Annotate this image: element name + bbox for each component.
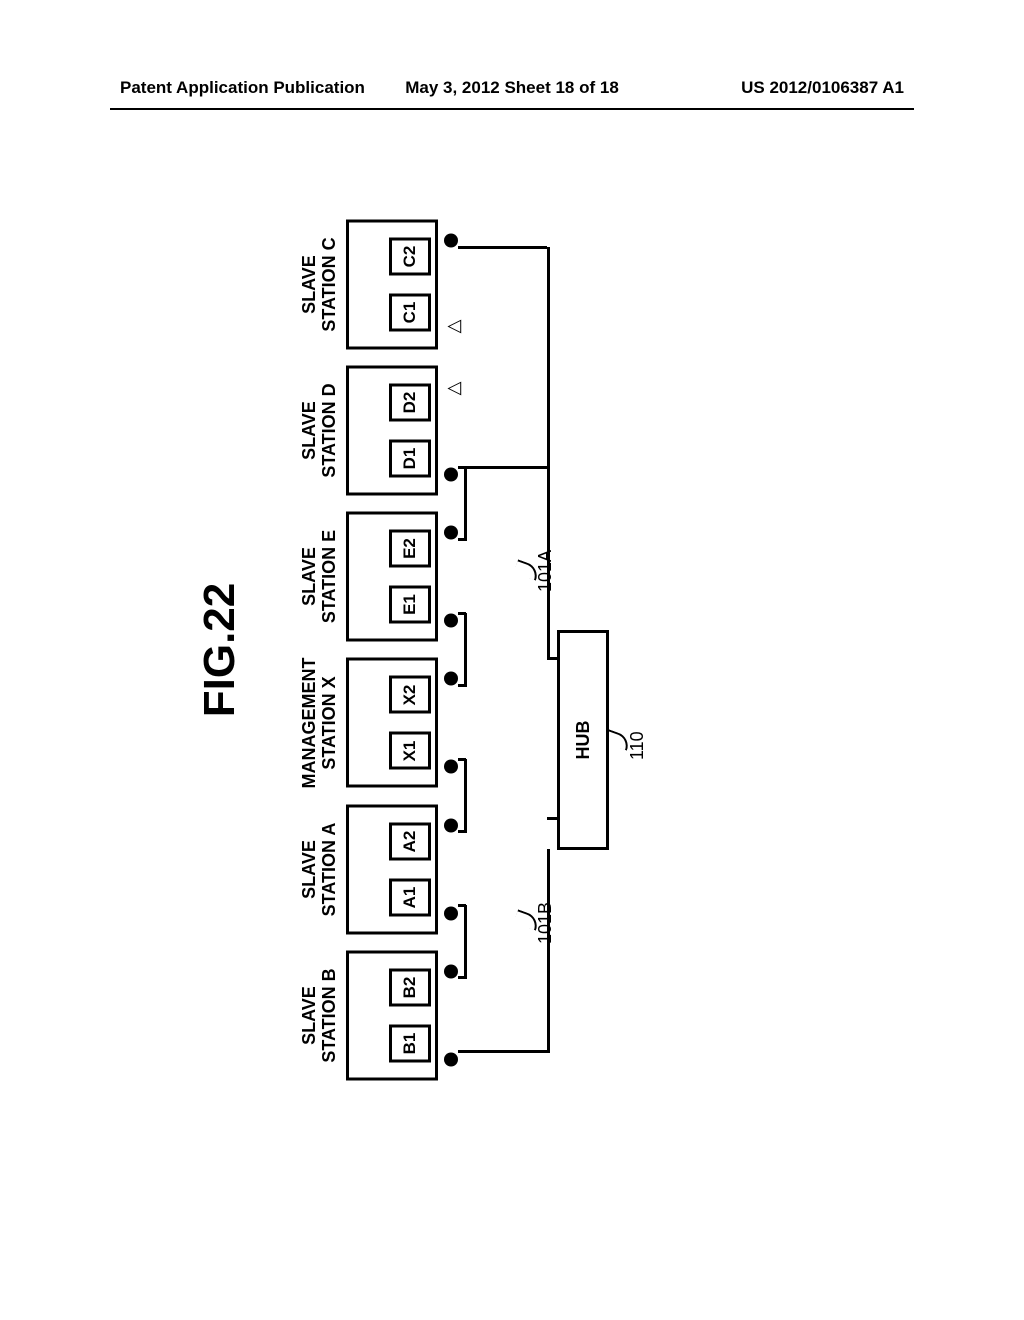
hub-ref-label: 110 [627, 731, 648, 760]
station-label: SLAVESTATION E [300, 530, 340, 623]
markers: △ [444, 366, 462, 496]
port-box: X1 [389, 732, 431, 770]
port-box: E1 [389, 586, 431, 624]
port: E2 [389, 521, 431, 577]
header-center: May 3, 2012 Sheet 18 of 18 [405, 78, 619, 98]
wire-101b-label: 101B [535, 902, 556, 944]
marker-open-icon: △ [444, 318, 462, 336]
station-label: SLAVESTATION B [300, 968, 340, 1062]
station-label: SLAVESTATION A [300, 823, 340, 917]
port-box: E2 [389, 530, 431, 568]
markers [444, 951, 458, 1081]
station: SLAVESTATION C C1 C2 △ [300, 220, 462, 350]
port-box: B1 [389, 1025, 431, 1063]
port: B2 [389, 960, 431, 1016]
station-box: C1 C2 [346, 220, 438, 350]
markers [444, 805, 458, 935]
marker-filled-icon [444, 760, 458, 774]
wire-segment [464, 759, 467, 833]
port-box: C1 [389, 294, 431, 332]
header-right: US 2012/0106387 A1 [741, 78, 904, 98]
wire-segment [458, 246, 547, 249]
marker-filled-icon [444, 907, 458, 921]
port: X2 [389, 667, 431, 723]
marker-filled-icon [444, 965, 458, 979]
marker-filled-icon [444, 819, 458, 833]
station-label: SLAVESTATION D [300, 383, 340, 477]
port: E1 [389, 577, 431, 633]
header-left: Patent Application Publication [120, 78, 365, 98]
station: SLAVESTATION B B1 B2 [300, 951, 462, 1081]
port-box: B2 [389, 969, 431, 1007]
station: SLAVESTATION E E1 E2 [300, 512, 462, 642]
wire-segment [547, 817, 557, 820]
figure-title: FIG.22 [195, 583, 245, 718]
station-box: D1 D2 [346, 366, 438, 496]
port-box: D2 [389, 384, 431, 422]
port: C2 [389, 229, 431, 285]
station-box: A1 A2 [346, 805, 438, 935]
markers: △ [444, 220, 462, 350]
header-rule [110, 108, 914, 110]
markers [444, 512, 458, 642]
marker-filled-icon [444, 672, 458, 686]
wire-segment [458, 466, 547, 469]
marker-open-icon: △ [444, 380, 462, 398]
figure-22: FIG.22 SLAVESTATION B B1 B2 SLAVESTATION… [155, 190, 875, 1110]
stations-row: SLAVESTATION B B1 B2 SLAVESTATION A A1 A… [300, 220, 462, 1081]
port-box: C2 [389, 238, 431, 276]
wire-segment [458, 1050, 547, 1053]
port: D1 [389, 431, 431, 487]
station: SLAVESTATION D D1 D2 △ [300, 366, 462, 496]
station-label: SLAVESTATION C [300, 237, 340, 331]
page-header: Patent Application Publication May 3, 20… [0, 78, 1024, 98]
port: B1 [389, 1016, 431, 1072]
hub-box: HUB [557, 630, 609, 850]
port-box: A2 [389, 823, 431, 861]
station: SLAVESTATION A A1 A2 [300, 805, 462, 935]
station-box: E1 E2 [346, 512, 438, 642]
station-box: B1 B2 [346, 951, 438, 1081]
wire-segment [547, 247, 550, 541]
wire-segment [547, 849, 550, 1053]
markers [444, 658, 458, 788]
station-box: X1 X2 [346, 658, 438, 788]
wire-101a-label: 101A [535, 550, 556, 592]
marker-filled-icon [444, 468, 458, 482]
wire-segment [464, 467, 467, 541]
port: C1 [389, 285, 431, 341]
port: A1 [389, 870, 431, 926]
port: A2 [389, 814, 431, 870]
marker-filled-icon [444, 234, 458, 248]
marker-filled-icon [444, 1053, 458, 1067]
port-box: X2 [389, 676, 431, 714]
port: X1 [389, 723, 431, 779]
figure-rotated-canvas: FIG.22 SLAVESTATION B B1 B2 SLAVESTATION… [155, 190, 875, 1110]
wire-segment [464, 905, 467, 979]
wire-segment [464, 613, 467, 687]
marker-filled-icon [444, 526, 458, 540]
station: MANAGEMENTSTATION X X1 X2 [300, 658, 462, 789]
port: D2 [389, 375, 431, 431]
port-box: D1 [389, 440, 431, 478]
port-box: A1 [389, 879, 431, 917]
wire-segment [547, 538, 550, 660]
marker-filled-icon [444, 614, 458, 628]
station-label: MANAGEMENTSTATION X [300, 658, 340, 789]
